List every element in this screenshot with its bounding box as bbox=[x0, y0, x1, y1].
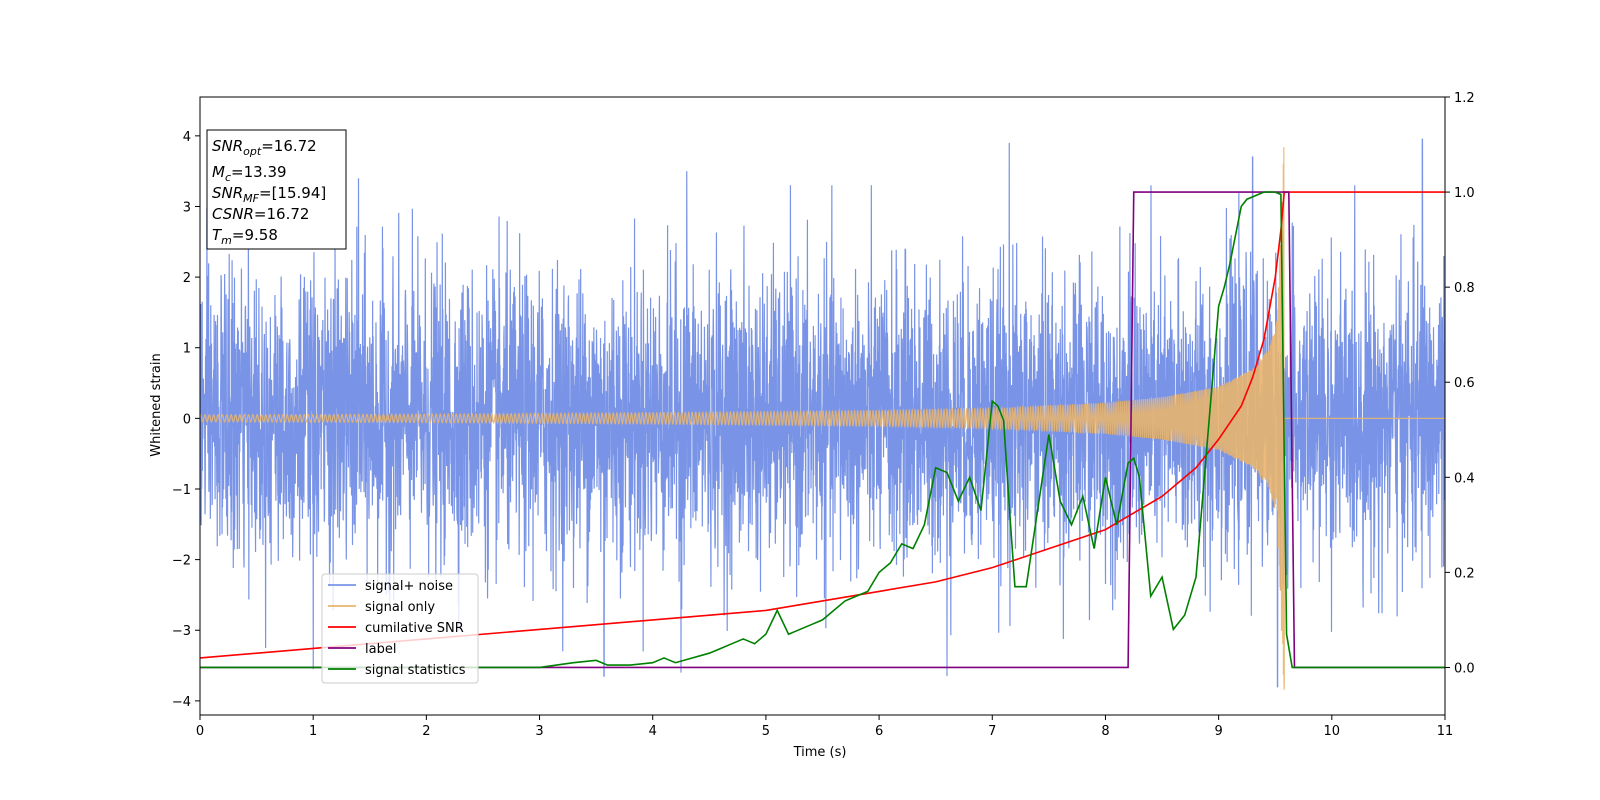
annotation-line: CSNR=16.72 bbox=[212, 205, 309, 223]
y2-tick-label: 0.2 bbox=[1454, 566, 1475, 581]
series-cumilative-snr bbox=[200, 191, 1445, 659]
legend-label: signal statistics bbox=[365, 663, 466, 678]
annotation-line: SNRMF=[15.94] bbox=[212, 184, 326, 205]
x-tick-label: 6 bbox=[875, 724, 883, 739]
x-tick-label: 0 bbox=[196, 724, 204, 739]
annotation-frame bbox=[206, 129, 347, 250]
legend-label: label bbox=[365, 642, 396, 657]
y2-tick-label: 0.6 bbox=[1454, 376, 1475, 391]
axes: 0 1 2 3 4 5 6 7 8 9 10 11 −4 −3 −2 −1 0 1 2 3 4 0.0 0.2 0.4 0.6 0… bbox=[172, 91, 1475, 739]
y-tick-label: −2 bbox=[172, 554, 191, 569]
y2-tick-label: 0.0 bbox=[1454, 661, 1475, 676]
y2-tick-label: 1.2 bbox=[1454, 91, 1475, 106]
x-tick-label: 8 bbox=[1101, 724, 1109, 739]
x-tick-label: 10 bbox=[1324, 724, 1341, 739]
series-signal-only bbox=[200, 147, 1445, 690]
y2-tick-label: 1.0 bbox=[1454, 186, 1475, 201]
y2-tick-label: 0.4 bbox=[1454, 471, 1475, 486]
y-axis-label: Whitened strain bbox=[149, 353, 164, 456]
y-tick-label: 3 bbox=[183, 200, 191, 215]
x-tick-label: 5 bbox=[762, 724, 770, 739]
series-signal-statistics bbox=[200, 191, 1445, 669]
annotation-line: SNRopt=16.72 bbox=[212, 137, 317, 158]
legend-label: signal only bbox=[365, 600, 435, 615]
y2-tick-label: 0.8 bbox=[1454, 281, 1475, 296]
y-tick-label: 2 bbox=[183, 271, 191, 286]
y-tick-label: −3 bbox=[172, 624, 191, 639]
y-tick-label: −1 bbox=[172, 483, 191, 498]
x-tick-label: 2 bbox=[422, 724, 430, 739]
x-tick-label: 7 bbox=[988, 724, 996, 739]
x-tick-label: 9 bbox=[1214, 724, 1222, 739]
x-tick-label: 1 bbox=[309, 724, 317, 739]
x-tick-label: 11 bbox=[1437, 724, 1454, 739]
legend-label: cumilative SNR bbox=[365, 621, 464, 636]
x-tick-label: 4 bbox=[649, 724, 657, 739]
legend-label: signal+ noise bbox=[365, 579, 453, 594]
y-tick-label: 1 bbox=[183, 342, 191, 357]
y-tick-label: 0 bbox=[183, 412, 191, 427]
annotation-line: Tm=9.58 bbox=[212, 226, 278, 247]
x-axis-label: Time (s) bbox=[793, 745, 847, 760]
plot-area bbox=[200, 138, 1445, 690]
annotation-box: SNRopt=16.72 Mc=13.39SNRMF=[15.94]CSNR=16… bbox=[206, 129, 347, 250]
y-tick-label: −4 bbox=[172, 695, 191, 710]
plot-frame bbox=[199, 96, 1446, 716]
legend-frame bbox=[321, 573, 479, 684]
annotation-line: Mc=13.39 bbox=[212, 163, 287, 184]
y-tick-label: 4 bbox=[183, 130, 191, 145]
x-tick-label: 3 bbox=[535, 724, 543, 739]
legend: signal+ noise signal only cumilative SNR la… bbox=[321, 573, 479, 684]
